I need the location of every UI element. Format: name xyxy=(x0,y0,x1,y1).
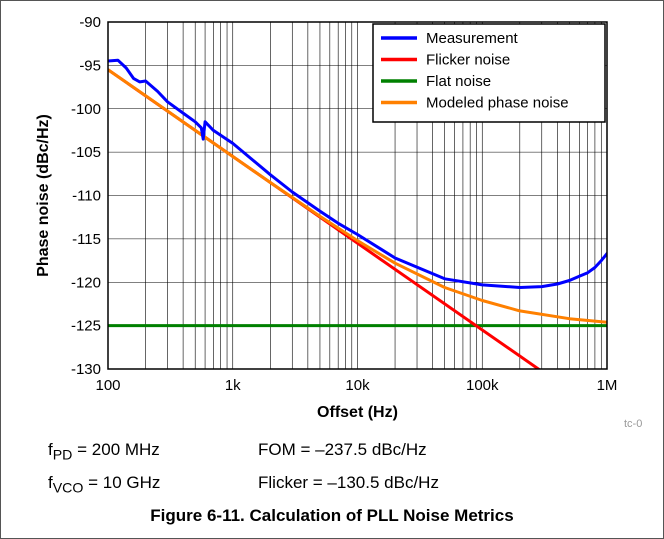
param-fpd-value: = 200 MHz xyxy=(72,440,160,459)
x-tick-label: 100 xyxy=(95,377,120,394)
param-fom: FOM = –237.5 dBc/Hz xyxy=(258,440,427,460)
legend: Measurement Flicker noise Flat noise Modele… xyxy=(372,23,606,123)
plot-series xyxy=(108,58,607,369)
y-tick-label: -95 xyxy=(79,57,101,74)
legend-box xyxy=(372,23,606,123)
legend-label-flat-noise: Flat noise xyxy=(426,73,491,90)
param-fpd-sub: PD xyxy=(52,447,73,464)
param-fvco: fVCO = 10 GHz xyxy=(48,473,160,496)
x-tick-label: 1k xyxy=(225,377,241,394)
y-tick-label: -125 xyxy=(71,318,101,335)
y-tick-label: -130 xyxy=(71,361,101,378)
param-flicker-value: Flicker = –130.5 dBc/Hz xyxy=(258,473,439,492)
x-tick-label: 100k xyxy=(466,377,499,394)
series-line-modeled-phase-noise xyxy=(108,68,607,324)
param-flicker: Flicker = –130.5 dBc/Hz xyxy=(258,473,439,493)
x-tick-label: 1M xyxy=(597,377,618,394)
param-fpd: fPD = 200 MHz xyxy=(48,440,160,463)
figure-tag: tc-0 xyxy=(624,418,642,430)
series-line-measurement xyxy=(108,58,607,289)
legend-label-flicker-noise: Flicker noise xyxy=(426,52,510,69)
y-tick-label: -115 xyxy=(72,231,101,248)
param-fom-value: FOM = –237.5 dBc/Hz xyxy=(258,440,427,459)
param-fvco-symbol: f xyxy=(48,473,53,492)
figure-caption: Figure 6-11. Calculation of PLL Noise Me… xyxy=(150,506,514,525)
y-axis-label: Phase noise (dBc/Hz) xyxy=(35,114,52,277)
y-tick-label: -90 xyxy=(79,14,101,31)
param-fvco-sub: VCO xyxy=(52,480,84,497)
param-fvco-value: = 10 GHz xyxy=(83,473,161,492)
x-axis-label: Offset (Hz) xyxy=(317,404,398,421)
axis-ticks: 100 1k 10k 100k 1M -90 -95 -100 -105 -110 -115 -120… xyxy=(71,14,617,394)
legend-label-measurement: Measurement xyxy=(426,30,519,47)
y-tick-label: -110 xyxy=(72,188,101,205)
y-tick-label: -100 xyxy=(71,101,101,118)
y-tick-label: -120 xyxy=(71,274,101,291)
legend-label-modeled-phase-noise: Modeled phase noise xyxy=(426,95,569,112)
y-tick-label: -105 xyxy=(71,144,101,161)
x-tick-label: 10k xyxy=(345,377,370,394)
param-fpd-symbol: f xyxy=(48,440,53,459)
plot-area xyxy=(107,21,608,370)
